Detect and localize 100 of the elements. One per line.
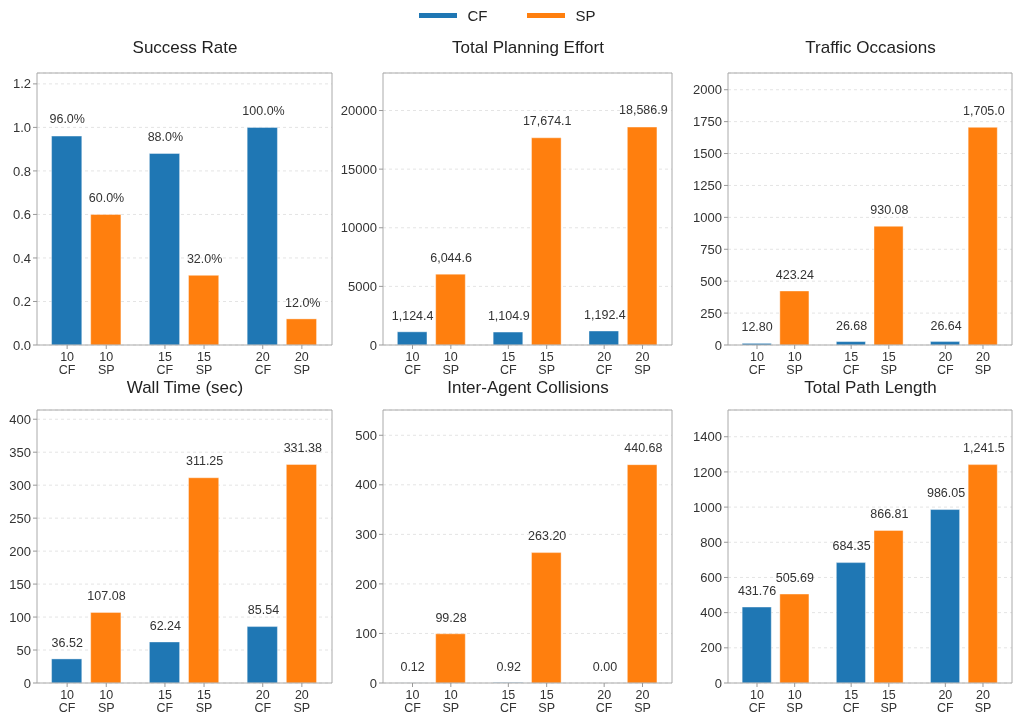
y-tick-label: 150 — [9, 576, 31, 592]
chart-title: Inter-Agent Collisions — [446, 377, 610, 399]
x-tick-label: 20 SP — [634, 350, 651, 377]
data-label: 32.0% — [185, 251, 224, 268]
y-tick-label: 50 — [16, 642, 31, 658]
data-label: 0.92 — [495, 658, 522, 675]
x-tick-label: 15 SP — [538, 350, 556, 377]
x-tick-label: 15 CF — [156, 350, 174, 377]
data-label: 431.76 — [737, 583, 777, 598]
data-label: 12.80 — [740, 319, 774, 336]
x-tick-label: 10 SP — [442, 350, 460, 377]
y-tick-label: 1200 — [693, 464, 722, 480]
y-tick-label: 2000 — [693, 82, 722, 98]
y-tick-label: 0 — [23, 675, 31, 691]
y-tick-label: 600 — [700, 570, 722, 586]
data-label: 986.05 — [925, 484, 967, 501]
y-tick-label: 0 — [369, 675, 377, 691]
x-tick-label: 20 SP — [974, 350, 992, 377]
x-tick-label: 15 SP — [195, 688, 213, 715]
y-tick-label: 300 — [355, 526, 377, 542]
y-tick-label: 200 — [700, 640, 722, 656]
x-tick-label: 15 SP — [880, 688, 898, 715]
data-label: 1,124.4 — [390, 307, 435, 324]
y-tick-label: 400 — [355, 477, 377, 493]
data-label: 1,241.5 — [962, 439, 1006, 456]
x-tick-label: 15 SP — [538, 688, 556, 715]
y-tick-label: 1250 — [693, 178, 722, 194]
chart-title: Traffic Occasions — [804, 37, 937, 59]
y-tick-label: 0 — [369, 337, 377, 353]
y-tick-label: 350 — [9, 444, 31, 460]
y-tick-label: 15000 — [340, 161, 377, 177]
data-label: 440.68 — [623, 439, 664, 456]
data-label: 96.0% — [49, 112, 85, 127]
y-tick-label: 1750 — [693, 114, 722, 130]
data-label: 0.00 — [591, 659, 619, 675]
y-tick-label: 200 — [355, 576, 377, 592]
x-tick-label: 20 SP — [634, 688, 651, 715]
data-label: 26.64 — [929, 317, 963, 334]
x-tick-label: 20 CF — [937, 688, 955, 715]
data-label: 1,192.4 — [583, 306, 627, 323]
y-tick-label: 10000 — [340, 220, 377, 236]
data-label: 17,674.1 — [521, 113, 573, 130]
y-tick-label: 400 — [9, 411, 31, 427]
x-tick-label: 10 CF — [404, 350, 422, 377]
x-tick-label: 10 CF — [58, 350, 76, 377]
x-tick-label: 20 CF — [595, 350, 613, 377]
x-tick-label: 20 CF — [937, 350, 955, 377]
y-tick-label: 750 — [700, 241, 722, 257]
x-tick-label: 10 SP — [442, 688, 460, 715]
x-tick-label: 15 CF — [842, 688, 860, 715]
x-tick-label: 15 SP — [880, 350, 898, 377]
x-tick-label: 15 CF — [500, 350, 518, 377]
y-tick-label: 100 — [355, 626, 377, 642]
data-label: 684.35 — [831, 538, 872, 555]
y-tick-label: 20000 — [340, 103, 377, 119]
y-tick-label: 0.6 — [12, 207, 31, 223]
y-tick-label: 800 — [700, 534, 722, 550]
data-label: 866.81 — [869, 505, 910, 522]
x-tick-label: 15 CF — [842, 350, 860, 377]
y-tick-label: 250 — [9, 510, 31, 526]
x-tick-label: 10 CF — [748, 350, 766, 377]
y-tick-label: 500 — [700, 273, 722, 289]
data-label: 505.69 — [774, 569, 815, 586]
y-tick-label: 1000 — [693, 499, 722, 515]
data-label: 85.54 — [246, 602, 281, 619]
data-label: 18,586.9 — [618, 102, 669, 119]
x-tick-label: 10 CF — [404, 688, 422, 715]
x-tick-label: 20 SP — [974, 688, 992, 715]
x-tick-label: 15 CF — [156, 688, 174, 715]
x-tick-label: 15 SP — [195, 350, 213, 377]
data-label: 62.24 — [148, 617, 182, 634]
chart-title: Total Planning Effort — [451, 37, 605, 59]
legend-label: SP — [575, 6, 596, 24]
y-tick-label: 0 — [714, 675, 722, 691]
y-tick-label: 100 — [9, 609, 31, 625]
data-label: 1,104.9 — [486, 308, 531, 324]
y-tick-label: 1.2 — [12, 76, 31, 92]
data-label: 6,044.6 — [429, 249, 473, 266]
data-label: 331.38 — [282, 439, 323, 456]
data-label: 263.20 — [527, 528, 568, 545]
x-tick-label: 10 CF — [58, 688, 76, 715]
data-label: 0.12 — [399, 658, 426, 675]
x-tick-label: 20 SP — [293, 688, 311, 715]
y-tick-label: 250 — [700, 305, 722, 321]
legend-label: CF — [467, 6, 488, 24]
data-label: 60.0% — [87, 189, 126, 206]
data-label: 311.25 — [184, 453, 225, 469]
y-tick-label: 1000 — [693, 209, 722, 225]
data-label: 26.68 — [834, 317, 869, 334]
x-tick-label: 10 SP — [786, 688, 804, 715]
data-label: 423.24 — [774, 266, 815, 283]
y-tick-label: 1.0 — [12, 120, 31, 136]
y-tick-label: 300 — [9, 477, 31, 493]
chart-title: Success Rate — [131, 37, 239, 59]
y-tick-label: 0 — [714, 337, 722, 353]
x-tick-label: 20 CF — [254, 688, 272, 715]
y-tick-label: 0.0 — [12, 337, 31, 353]
data-label: 100.0% — [241, 102, 286, 119]
data-label: 930.08 — [869, 201, 910, 218]
data-label: 99.28 — [434, 609, 468, 626]
